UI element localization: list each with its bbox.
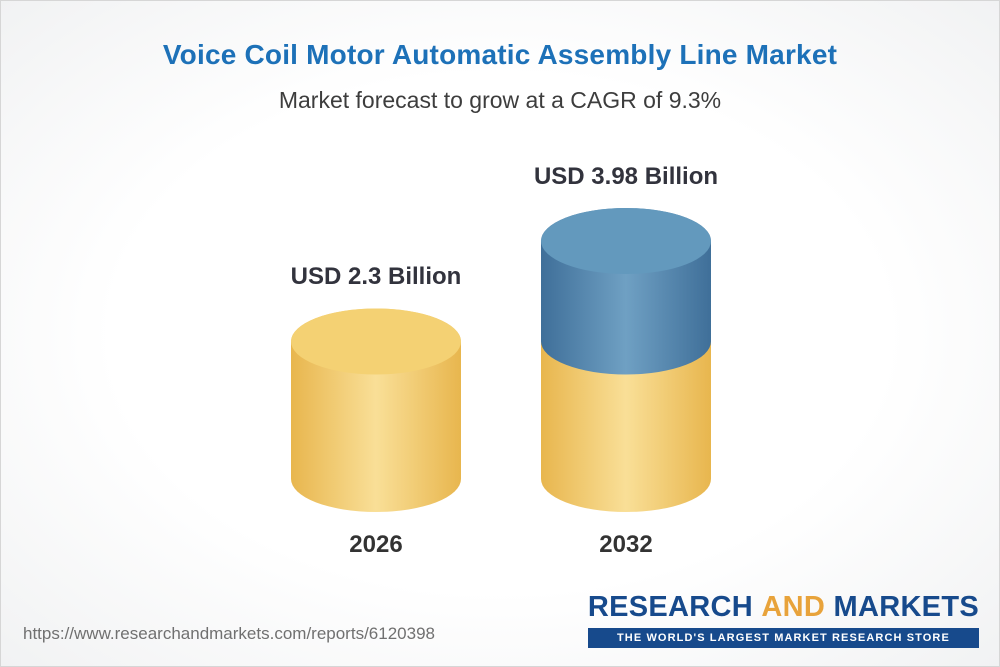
logo-word-research: RESEARCH	[587, 591, 754, 623]
value-label-2032: USD 3.98 Billion	[533, 163, 719, 190]
logo-tagline: THE WORLD'S LARGEST MARKET RESEARCH STOR…	[587, 628, 979, 648]
footer: https://www.researchandmarkets.com/repor…	[1, 586, 999, 666]
chart-title: Voice Coil Motor Automatic Assembly Line…	[162, 39, 838, 70]
category-label-2026: 2026	[349, 531, 403, 558]
category-label-2032: 2032	[599, 531, 653, 558]
report-url-link[interactable]: https://www.researchandmarkets.com/repor…	[23, 624, 435, 643]
header: Voice Coil Motor Automatic Assembly Line…	[1, 39, 999, 114]
logo-word-markets: MARKETS	[833, 591, 979, 623]
research-and-markets-logo: RESEARCH AND MARKETS THE WORLD'S LARGEST…	[587, 591, 979, 648]
chart-subtitle: Market forecast to grow at a CAGR of 9.3…	[278, 87, 722, 113]
logo-word-and: AND	[761, 591, 826, 623]
value-label-2026: USD 2.3 Billion	[290, 263, 462, 291]
logo-wordmark: RESEARCH AND MARKETS	[588, 591, 979, 624]
